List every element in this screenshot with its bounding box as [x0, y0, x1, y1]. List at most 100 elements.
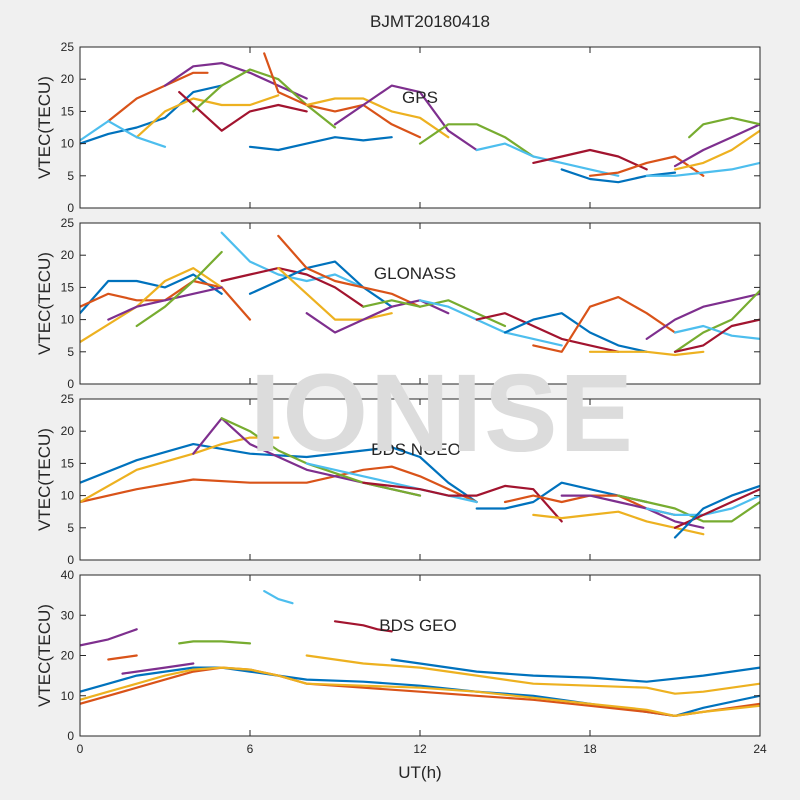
- panel2-y-axis-label: VTEC(TECU): [35, 252, 54, 355]
- panel4-annotation: BDS GEO: [379, 616, 456, 635]
- panel4: 0 10 20 30 40 0 6 12 18 24 VTEC(TECU) UT(h) BDS GEO: [35, 568, 767, 782]
- panel3-y-tick-label: 25: [61, 392, 75, 406]
- panel4-x-axis-label: UT(h): [398, 763, 441, 782]
- panel1-series-line: [688, 116, 760, 139]
- panel3-y-tick-label: 5: [67, 521, 74, 535]
- panel3-y-tick-label: 10: [61, 489, 75, 503]
- panel4-y-tick-label: 40: [61, 568, 75, 582]
- panel2-series-line: [503, 312, 648, 353]
- panel1-series-line: [645, 161, 760, 177]
- panel3-y-tick-label: 15: [61, 456, 75, 470]
- panel2-series-line: [418, 299, 563, 347]
- panel2-annotation: GLONASS: [374, 264, 456, 283]
- panel1-series-line: [192, 68, 337, 129]
- panel3-y-tick-label: 20: [61, 424, 75, 438]
- panel4-x-tick-label: 0: [77, 742, 84, 756]
- panel2-series-line: [588, 350, 705, 357]
- panel1: 0 5 10 15 20 25 VTEC(TECU) GPS: [35, 40, 761, 215]
- panel1-series-group: [80, 52, 760, 184]
- panel3-series-line: [80, 436, 280, 504]
- panel4-series-line: [305, 654, 760, 695]
- panel3-series-line: [673, 488, 760, 529]
- panel4-y-tick-label: 20: [61, 649, 75, 663]
- panel4-y-tick-label: 10: [61, 689, 75, 703]
- panel3-series-line: [560, 494, 705, 529]
- panel2-y-tick-label: 10: [61, 313, 75, 327]
- panel2-series-group: [80, 231, 760, 357]
- figure-title: BJMT20180418: [369, 12, 491, 31]
- panel1-series-line: [588, 155, 705, 177]
- panel1-series-line: [135, 94, 280, 139]
- panel1-y-tick-label: 20: [61, 72, 75, 86]
- panel4-series-group: [80, 589, 760, 718]
- panel3-y-tick-label: 0: [67, 553, 74, 567]
- panel4-series-line: [121, 662, 195, 675]
- panel1-series-line: [178, 90, 308, 132]
- panel2: 0 5 10 15 20 25 VTEC(TECU) GLONASS: [35, 216, 761, 391]
- panel2-series-line: [475, 312, 620, 353]
- panel2-series-line: [645, 292, 760, 340]
- panel1-series-line: [333, 84, 478, 152]
- panel4-x-tick-label: 24: [753, 742, 767, 756]
- panel1-series-line: [532, 148, 648, 171]
- panel2-series-line: [532, 296, 677, 353]
- panel2-background: [80, 223, 760, 384]
- panel1-series-line: [80, 84, 223, 145]
- panel3-series-line: [80, 465, 478, 504]
- panel1-y-tick-label: 5: [67, 169, 74, 183]
- panel2-series-line: [220, 267, 365, 308]
- panel2-y-tick-label: 0: [67, 377, 74, 391]
- panel4-series-line: [80, 628, 138, 647]
- panel2-y-tick-label: 15: [61, 280, 75, 294]
- panel1-y-tick-label: 0: [67, 201, 74, 215]
- panel2-series-line: [673, 324, 760, 340]
- panel3: 0 5 10 15 20 25 VTEC(TECU) BDS NGEO: [35, 392, 761, 567]
- panel1-series-line: [248, 136, 393, 152]
- panel2-series-line: [277, 234, 422, 308]
- panel1-series-line: [673, 123, 760, 168]
- panel1-y-axis-label: VTEC(TECU): [35, 76, 54, 179]
- panel1-y-tick-label: 15: [61, 104, 75, 118]
- panel4-x-tick-label: 6: [247, 742, 254, 756]
- panel4-series-line: [107, 654, 138, 661]
- panel3-y-axis-label: VTEC(TECU): [35, 428, 54, 531]
- panel2-series-line: [80, 267, 223, 344]
- panel4-y-tick-label: 0: [67, 729, 74, 743]
- panel3-annotation: BDS NGEO: [371, 440, 461, 459]
- panel2-y-tick-label: 25: [61, 216, 75, 230]
- panel2-series-line: [248, 260, 393, 308]
- panel2-series-line: [135, 250, 223, 328]
- panel1-series-line: [673, 129, 760, 171]
- panel1-y-tick-label: 25: [61, 40, 75, 54]
- panel2-series-line: [220, 231, 365, 289]
- panel4-x-tick-label: 18: [583, 742, 597, 756]
- panel4-series-line: [178, 640, 252, 645]
- panel4-series-line: [80, 666, 760, 718]
- panel1-series-line: [80, 119, 167, 148]
- panel3-series-line: [362, 481, 563, 523]
- panel1-series-line: [305, 97, 450, 139]
- panel4-series-line: [333, 620, 393, 633]
- panel2-y-tick-label: 20: [61, 248, 75, 262]
- panel4-y-tick-label: 30: [61, 608, 75, 622]
- panel4-y-axis-label: VTEC(TECU): [35, 604, 54, 707]
- panel3-series-line: [80, 443, 478, 504]
- panel2-y-tick-label: 5: [67, 345, 74, 359]
- panel1-background: [80, 47, 760, 208]
- panel2-series-line: [107, 286, 223, 321]
- panel2-series-line: [673, 318, 760, 353]
- panel1-series-line: [418, 123, 535, 158]
- panel2-series-line: [673, 289, 760, 353]
- panel4-series-line: [390, 658, 760, 683]
- panel1-annotation: GPS: [402, 88, 438, 107]
- panel1-series-line: [263, 52, 422, 139]
- panel1-y-tick-label: 10: [61, 137, 75, 151]
- panel2-series-line: [277, 267, 393, 321]
- panel3-series-line: [673, 484, 760, 539]
- watermark-text: IONISE: [250, 352, 635, 475]
- panel4-x-tick-label: 12: [413, 742, 427, 756]
- panel3-series-group: [80, 417, 760, 539]
- panel1-series-line: [163, 61, 308, 100]
